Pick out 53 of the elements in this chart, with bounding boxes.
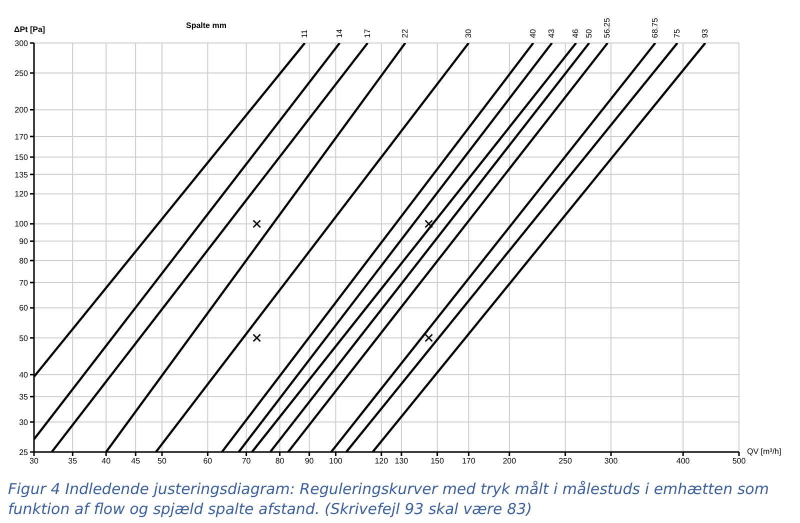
- x-tick-label: 60: [203, 456, 213, 466]
- text: 17: [362, 28, 372, 38]
- x-tick-label: 50: [158, 456, 167, 466]
- x-tick-label: 300: [604, 456, 618, 466]
- text: 68.75: [650, 17, 660, 38]
- y-tick-label: 150: [14, 152, 29, 162]
- x-axis-title: QV [m³/h]: [747, 447, 782, 457]
- x-tick-label: 500: [732, 456, 746, 466]
- text: 56.25: [602, 17, 612, 38]
- y-tick-label: 250: [14, 68, 29, 78]
- x-tick-label: 200: [502, 456, 517, 466]
- x-tick-label: 120: [374, 456, 389, 466]
- text: 75: [672, 28, 682, 38]
- y-tick-label: 90: [19, 237, 29, 246]
- y-tick-label: 40: [19, 370, 29, 380]
- x-tick-label: 250: [558, 456, 573, 466]
- y-tick-label: 170: [14, 132, 29, 142]
- x-tick-label: 150: [430, 456, 445, 466]
- text: 14: [334, 28, 344, 38]
- x-tick-label: 100: [329, 456, 343, 466]
- text: 30: [464, 28, 473, 38]
- text: 22: [400, 28, 410, 38]
- x-tick-label: 400: [676, 456, 690, 466]
- y-tick-label: 35: [19, 392, 29, 402]
- text: Figur 4 Indledende justeringsdiagram: Reguleringskurver med tryk målt i målestuds i emhætten som funktion af flow og spjæld spalte afstand. (Skrivefejl 93 skal være 83): [8, 479, 770, 519]
- x-tick-label: 45: [131, 456, 141, 466]
- x-tick-label: 170: [462, 456, 476, 466]
- y-tick-label: 200: [14, 106, 29, 115]
- x-tick-label: 70: [242, 456, 252, 466]
- legend-title: Spalte mm: [186, 21, 226, 30]
- x-tick-label: 40: [102, 456, 112, 466]
- y-tick-label: 60: [19, 304, 29, 313]
- y-tick-label: 300: [14, 38, 29, 48]
- text: 46: [571, 28, 580, 38]
- text: 50: [584, 28, 594, 38]
- y-tick-label: 50: [19, 334, 29, 343]
- y-tick-label: 30: [19, 418, 29, 427]
- y-tick-label: 135: [14, 170, 29, 180]
- x-tick-label: 30: [30, 456, 39, 466]
- text: 93: [700, 28, 710, 38]
- y-tick-label: 25: [19, 448, 29, 457]
- x-tick-label: 130: [394, 456, 409, 466]
- y-tick-label: 80: [19, 256, 29, 266]
- y-axis-title: ΔPt [Pa]: [14, 25, 46, 34]
- text: 40: [528, 28, 538, 38]
- y-tick-label: 70: [19, 278, 29, 288]
- text: 43: [547, 28, 556, 38]
- x-tick-label: 90: [304, 456, 314, 466]
- y-tick-label: 120: [14, 190, 29, 199]
- y-tick-label: 100: [14, 220, 29, 229]
- text: 11: [300, 29, 309, 38]
- x-tick-label: 80: [275, 456, 285, 466]
- x-tick-label: 35: [68, 456, 78, 466]
